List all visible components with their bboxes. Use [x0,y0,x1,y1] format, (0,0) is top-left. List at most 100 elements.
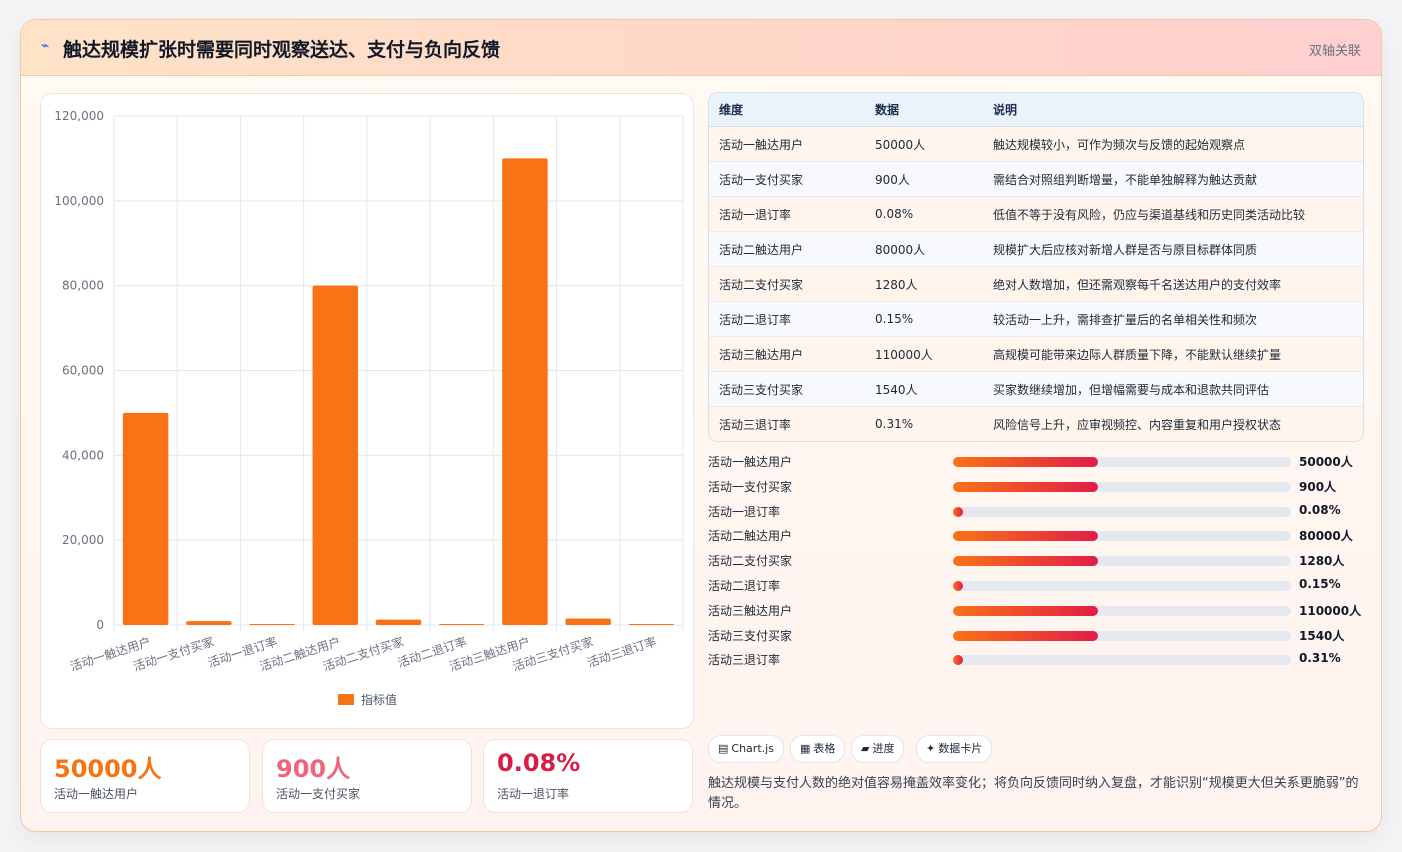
table-cell: 0.08% [865,196,983,232]
table-row: 活动三退订率 0.31% 风险信号上升，应审视频控、内容重复和用户授权状态 [709,406,1363,441]
progress-label: 活动二触达用户 [708,529,793,544]
progress-row: 活动三退订率 0.31% [708,648,1368,673]
y-tick-label: 0 [96,618,104,632]
progress-track [953,655,1291,666]
table-row: 活动三触达用户 110000人 高规模可能带来边际人群质量下降，不能默认继续扩量 [709,336,1363,372]
progress-track [953,605,1291,616]
progress-row: 活动二触达用户 80000人 [708,524,1368,549]
y-tick-label: 80,000 [62,279,104,293]
progress-fill [953,580,964,591]
header: ⌁ 触达规模扩张时需要同时观察送达、支付与负向反馈 双轴关联 [21,20,1381,76]
progress-track [953,481,1291,492]
pill-data-card[interactable]: ✦ 数据卡片 [916,735,993,763]
dashboard-card: ⌁ 触达规模扩张时需要同时观察送达、支付与负向反馈 双轴关联 0 20,000 40… [20,19,1382,832]
table-cell: 1540人 [865,371,983,407]
header-tag: 双轴关联 [1308,44,1361,59]
progress-track [953,580,1291,591]
progress-row: 活动三触达用户 110000人 [708,599,1368,624]
legend-label: 指标值 [361,692,397,707]
progress-track [953,506,1291,517]
table-cell: 50000人 [865,126,983,162]
progress-label: 活动三支付买家 [708,628,793,643]
table-cell: 活动二退订率 [709,301,865,337]
x-tick-label: 活动三退订率 [585,634,658,671]
column-header: 数据 [865,93,983,127]
table-row: 活动一支付买家 900人 需结合对照组判断增量，不能单独解释为触达贡献 [709,161,1363,197]
pill-label: 进度 [872,742,895,755]
progress-label: 活动一支付买家 [708,479,793,494]
progress-label: 活动一退订率 [708,504,781,519]
pill-label: 数据卡片 [938,742,983,755]
progress-row: 活动一触达用户 50000人 [708,450,1368,475]
progress-row: 活动二支付买家 1280人 [708,549,1368,574]
progress-row: 活动二退订率 0.15% [708,574,1368,599]
pill-progress[interactable]: ▰ 进度 [851,735,905,763]
bar [502,158,548,625]
table-cell: 活动一退订率 [709,196,865,232]
bar [186,621,232,625]
page-title: 触达规模扩张时需要同时观察送达、支付与负向反馈 [63,39,501,61]
kpi-label: 活动一退订率 [497,787,570,801]
kpi-value: 900人 [276,755,351,783]
progress-value: 0.15% [1299,576,1341,591]
kpi-card-0: 50000人 活动一触达用户 [40,739,250,813]
progress-label: 活动三触达用户 [708,603,793,618]
table-cell: 80000人 [865,231,983,267]
table-row: 活动一退订率 0.08% 低值不等于没有风险，仍应与渠道基线和历史同类活动比较 [709,196,1363,232]
progress-fill [953,605,1099,616]
bar [375,619,422,625]
table-cell: 规模扩大后应核对新增人群是否与原目标群体同质 [983,231,1363,267]
table-row: 活动二触达用户 80000人 规模扩大后应核对新增人群是否与原目标群体同质 [709,231,1363,267]
bar [249,624,295,625]
progress-label: 活动二支付买家 [708,554,793,569]
bar [122,412,169,625]
progress-fill [953,531,1099,542]
legend-swatch [338,694,354,705]
kpi-label: 活动一支付买家 [276,787,361,801]
progress-value: 1540人 [1299,628,1345,643]
table-cell: 活动三支付买家 [709,371,865,407]
progress-value: 0.31% [1299,651,1341,666]
column-header: 维度 [709,93,865,127]
link-icon: ⌁ [41,38,50,54]
table-row: 活动一触达用户 50000人 触达规模较小，可作为频次与反馈的起始观察点 [709,126,1363,162]
table-cell: 0.31% [865,406,983,441]
table-row: 活动二支付买家 1280人 绝对人数增加，但还需观察每千名送达用户的支付效率 [709,266,1363,302]
table-row: 活动二退订率 0.15% 较活动一上升，需排查扩量后的名单相关性和频次 [709,301,1363,337]
progress-track [953,556,1291,567]
pill-chartjs[interactable]: ▤ Chart.js [708,735,784,763]
table-cell: 活动一触达用户 [709,126,865,162]
pill-label: 表格 [813,742,836,755]
progress-label: 活动二退订率 [708,578,781,593]
progress-fill [953,556,1099,567]
progress-value: 50000人 [1299,455,1353,469]
progress-fill [953,630,1099,641]
kpi-card-2: 0.08% 活动一退订率 [483,739,693,813]
progress-fill [953,481,1099,492]
y-tick-label: 20,000 [62,533,104,547]
table-cell: 活动一支付买家 [709,161,865,197]
column-header: 说明 [983,93,1363,127]
progress-fill [953,655,964,666]
sparkle-icon: ✦ [926,742,936,755]
bar-chart: 0 20,000 40,000 60,000 80,000 100,000 120,000 活… [54,109,684,707]
bar [565,618,611,625]
progress-track [953,531,1291,542]
pill-table[interactable]: ▦ 表格 [790,735,846,763]
chart-icon: ▤ [718,742,729,755]
y-tick-label: 120,000 [54,109,104,123]
progress-track [953,630,1291,641]
table-cell: 活动三退订率 [709,406,865,441]
table-cell: 0.15% [865,301,983,337]
data-table: 维度 数据 说明 活动一触达用户 50000人 触达规模较小，可作为频次与反馈的起始… [708,92,1364,442]
summary-note: 触达规模与支付人数的绝对值容易掩盖效率变化；将负向反馈同时纳入复盘，才能识别“规… [708,776,1359,811]
table-cell: 买家数继续增加，但增幅需要与成本和退款共同评估 [983,371,1363,407]
y-tick-label: 60,000 [62,364,104,378]
table-cell: 110000人 [865,336,983,372]
progress-row: 活动一退订率 0.08% [708,500,1368,525]
progress-value: 0.08% [1299,502,1341,517]
table-row: 活动三支付买家 1540人 买家数继续增加，但增幅需要与成本和退款共同评估 [709,371,1363,407]
table-cell: 活动二支付买家 [709,266,865,302]
progress-label: 活动一触达用户 [708,455,793,469]
table-cell: 1280人 [865,266,983,302]
